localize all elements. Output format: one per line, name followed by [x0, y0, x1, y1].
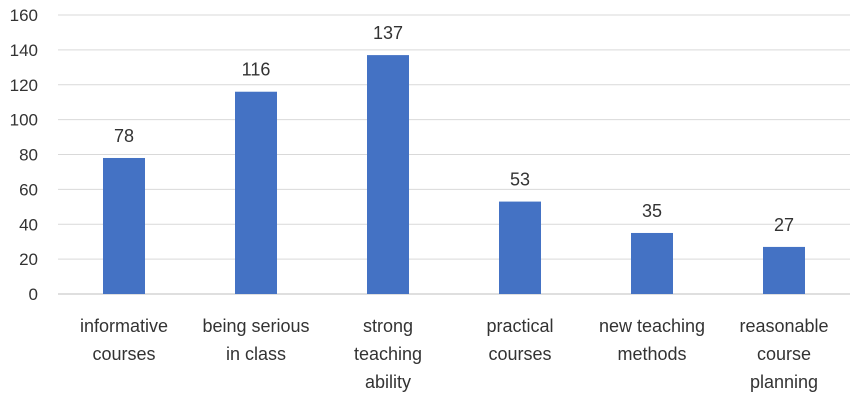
- y-tick-label: 160: [10, 6, 38, 25]
- y-tick-label: 0: [29, 285, 38, 304]
- y-tick-label: 80: [19, 146, 38, 165]
- bars: [103, 55, 805, 295]
- y-tick-label: 20: [19, 250, 38, 269]
- category-label-line: courses: [488, 344, 551, 364]
- category-label-line: reasonable: [739, 316, 828, 336]
- category-label: informative courses: [80, 316, 168, 364]
- data-label: 53: [510, 170, 530, 190]
- category-label-line: planning: [750, 372, 818, 392]
- data-label: 137: [373, 23, 403, 43]
- y-axis-ticks: 0 20 40 60 80 100 120 140 160: [10, 6, 38, 304]
- category-label-line: methods: [617, 344, 686, 364]
- category-label-line: in class: [226, 344, 286, 364]
- category-label: being serious in class: [202, 316, 309, 364]
- y-tick-label: 40: [19, 215, 38, 234]
- x-axis-categories: informative courses being serious in class s…: [80, 316, 829, 392]
- category-label: new teaching methods: [599, 316, 705, 364]
- data-label: 78: [114, 126, 134, 146]
- category-label-line: ability: [365, 372, 411, 392]
- category-label-line: informative: [80, 316, 168, 336]
- y-tick-label: 140: [10, 41, 38, 60]
- category-label-line: strong: [363, 316, 413, 336]
- data-label: 27: [774, 215, 794, 235]
- bar: [763, 246, 805, 294]
- y-tick-label: 100: [10, 111, 38, 130]
- category-label-line: courses: [92, 344, 155, 364]
- gridlines: [58, 14, 850, 295]
- category-label: practical courses: [486, 316, 553, 364]
- data-labels: 78 116 137 53 35 27: [114, 23, 794, 235]
- bar: [367, 55, 409, 295]
- category-label-line: being serious: [202, 316, 309, 336]
- y-tick-label: 120: [10, 76, 38, 95]
- data-label: 116: [242, 60, 271, 80]
- bar: [499, 201, 541, 294]
- category-label-line: new teaching: [599, 316, 705, 336]
- category-label-line: course: [757, 344, 811, 364]
- bar: [103, 157, 145, 294]
- data-label: 35: [642, 201, 662, 221]
- y-tick-label: 60: [19, 180, 38, 199]
- category-label: strong teaching ability: [354, 316, 422, 392]
- bar: [631, 232, 673, 294]
- category-label-line: teaching: [354, 344, 422, 364]
- bar: [235, 91, 277, 294]
- category-label-line: practical: [486, 316, 553, 336]
- category-label: reasonable course planning: [739, 316, 828, 392]
